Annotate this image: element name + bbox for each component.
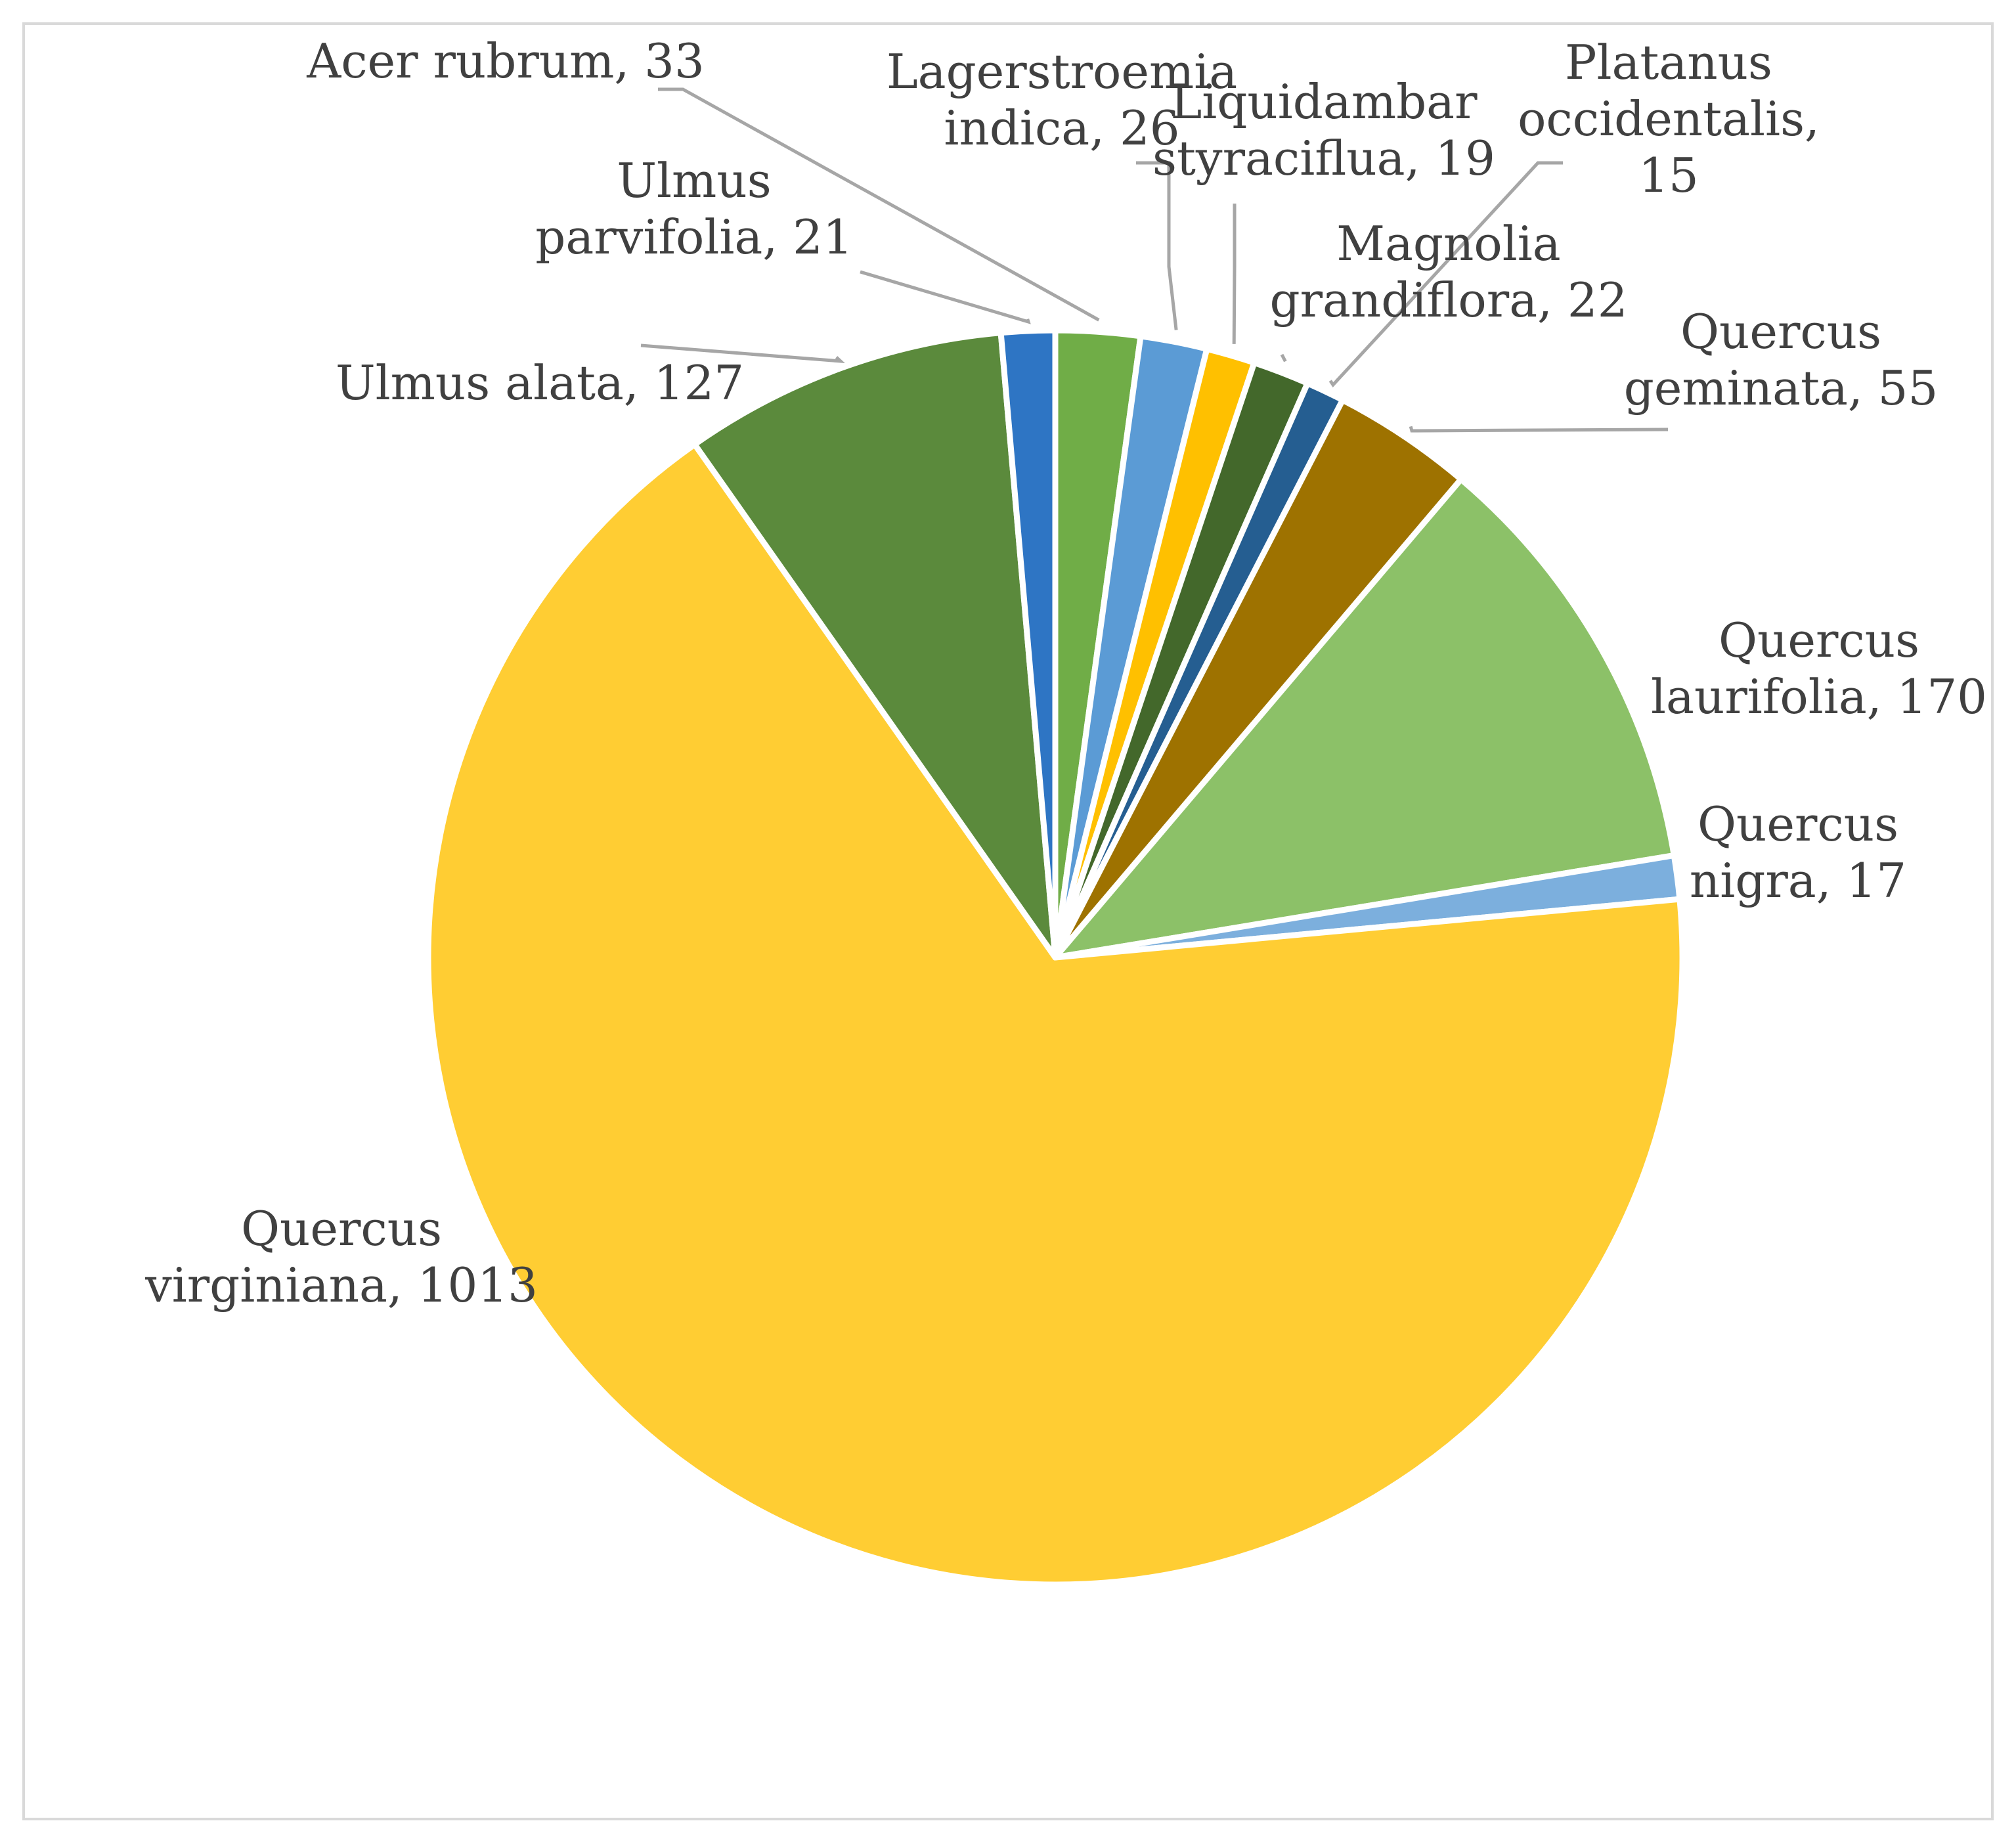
data-label-ulmus-parvifolia: Ulmus parvifolia, 21 [535, 153, 853, 265]
pie-slice-quercus-virginiana [425, 441, 1686, 1588]
leader-line-ulmus-parvifolia [860, 270, 1031, 324]
leader-lines [640, 87, 1669, 433]
leader-line-liquidambar-styraciflua [1232, 204, 1237, 344]
pie-slice-ulmus-parvifolia [997, 327, 1059, 961]
data-label-acer-rubrum: Acer rubrum, 33 [306, 33, 705, 89]
data-label-liquidambar-styraciflua: Liquidambar styraciflua, 19 [1152, 74, 1495, 186]
leader-line-lagerstroemia-indica [1136, 161, 1178, 330]
leader-line-quercus-geminata [1409, 426, 1669, 433]
pie-slice-ulmus-alata [691, 330, 1059, 961]
pie-slice-quercus-laurifolia [1052, 476, 1677, 961]
data-label-quercus-virginiana: Quercus virginiana, 1013 [144, 1201, 538, 1313]
data-label-quercus-geminata: Quercus geminata, 55 [1624, 304, 1939, 416]
leader-line-magnolia-grandiflora [1280, 353, 1287, 362]
data-label-quercus-nigra: Quercus nigra, 17 [1690, 797, 1906, 908]
data-label-quercus-laurifolia: Quercus laurifolia, 170 [1651, 613, 1987, 724]
data-label-lagerstroemia-indica: Lagerstroemia indica, 26 [887, 44, 1237, 156]
leader-line-platanus-occidentalis [1328, 161, 1563, 388]
leader-line-ulmus-alata [640, 343, 845, 364]
data-label-ulmus-alata: Ulmus alata, 127 [336, 355, 744, 410]
data-label-platanus-occidentalis: Platanus occidentalis, 15 [1518, 35, 1820, 203]
pie-slices [425, 327, 1686, 1588]
data-label-magnolia-grandiflora: Magnolia grandiflora, 22 [1269, 216, 1627, 328]
leader-line-acer-rubrum [658, 87, 1100, 322]
data-labels: Acer rubrum, 33 Lagerstroemia indica, 26Li… [144, 33, 1987, 1313]
